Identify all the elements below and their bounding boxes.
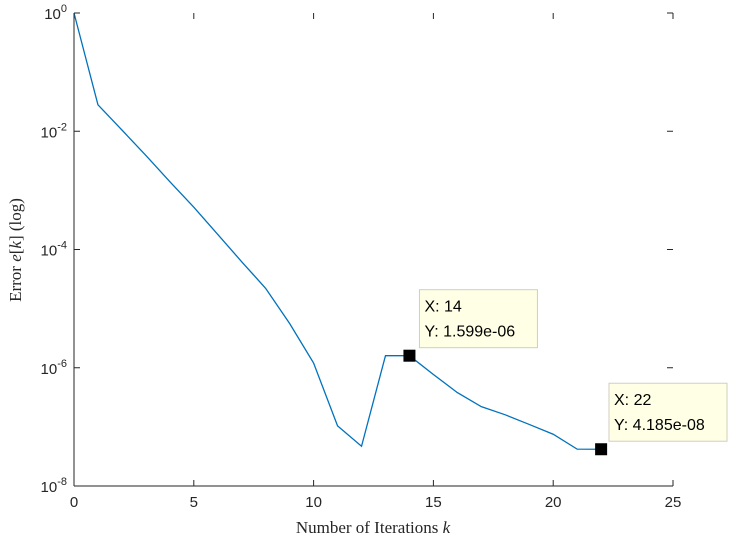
x-axis-ticks: 0 5 10 15 20 25: [70, 13, 682, 511]
datatip-y-label: Y: 1.599e-06: [424, 324, 515, 341]
y-tick-label: 10-2: [41, 121, 67, 141]
datatip-y-label: Y: 4.185e-08: [614, 417, 705, 434]
y-axis-ticks: 100 10-2 10-4 10-6 10-8: [41, 3, 673, 496]
datatip-background: [608, 382, 728, 442]
datatip-box: X: 22 Y: 4.185e-08: [608, 382, 728, 442]
datatip-box: X: 14 Y: 1.599e-06: [418, 289, 538, 349]
x-tick-label: 10: [305, 494, 322, 511]
datatip-x-label: X: 22: [614, 392, 651, 409]
datatip-marker[interactable]: [403, 349, 416, 362]
y-tick-label: 10-4: [41, 240, 67, 260]
x-tick-label: 5: [190, 494, 198, 511]
datatip-x-label: X: 14: [424, 299, 461, 316]
x-tick-label: 0: [70, 494, 78, 511]
x-axis-label: Number of Iterations k: [296, 518, 451, 537]
y-axis-label: Error e[k] (log): [6, 198, 25, 302]
y-tick-label: 100: [44, 3, 67, 23]
y-tick-label: 10-6: [41, 358, 67, 378]
x-tick-label: 20: [545, 494, 562, 511]
datatip-marker[interactable]: [595, 443, 608, 456]
plot-area: [74, 13, 673, 486]
x-tick-label: 15: [425, 494, 442, 511]
y-tick-label: 10-8: [41, 476, 67, 496]
datatip-background: [418, 289, 538, 349]
x-tick-label: 25: [665, 494, 682, 511]
error-series-line: [73, 12, 602, 450]
